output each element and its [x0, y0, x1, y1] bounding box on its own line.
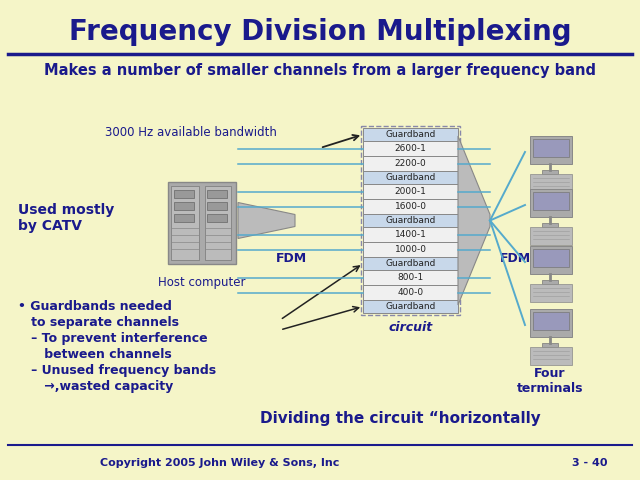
Text: circuit: circuit — [388, 321, 433, 334]
Bar — [363, 300, 458, 313]
Bar — [207, 190, 227, 198]
Bar — [530, 347, 572, 365]
Text: Four
terminals: Four terminals — [516, 367, 583, 395]
Bar — [363, 214, 458, 227]
Text: 2600-1: 2600-1 — [395, 144, 426, 153]
Text: Guardband: Guardband — [385, 130, 436, 139]
Bar — [363, 128, 458, 141]
Bar — [363, 141, 458, 156]
Bar — [533, 249, 569, 267]
Bar — [363, 242, 458, 257]
Bar — [542, 223, 558, 227]
Polygon shape — [238, 203, 295, 239]
Text: • Guardbands needed: • Guardbands needed — [18, 300, 172, 313]
Text: between channels: between channels — [18, 348, 172, 361]
Bar — [530, 309, 572, 337]
Bar — [533, 312, 569, 330]
Text: to separate channels: to separate channels — [18, 316, 179, 329]
Text: – Unused frequency bands: – Unused frequency bands — [18, 364, 216, 377]
Bar — [363, 199, 458, 214]
Bar — [363, 184, 458, 199]
Text: Guardband: Guardband — [385, 173, 436, 182]
Bar — [174, 190, 194, 198]
Bar — [530, 136, 572, 164]
Bar — [168, 182, 236, 264]
Text: Guardband: Guardband — [385, 216, 436, 225]
Bar — [533, 139, 569, 157]
Text: Guardband: Guardband — [385, 259, 436, 268]
Bar — [530, 227, 572, 245]
Text: FDM: FDM — [500, 252, 531, 265]
Bar — [542, 170, 558, 174]
Bar — [174, 214, 194, 222]
Text: 1600-0: 1600-0 — [394, 202, 426, 211]
Bar — [363, 171, 458, 184]
Bar — [533, 192, 569, 210]
Bar — [542, 343, 558, 347]
Text: Used mostly
by CATV: Used mostly by CATV — [18, 203, 115, 233]
Bar — [530, 174, 572, 192]
Text: Copyright 2005 John Wiley & Sons, Inc: Copyright 2005 John Wiley & Sons, Inc — [100, 458, 340, 468]
Text: 400-0: 400-0 — [397, 288, 424, 297]
Text: 3 - 40: 3 - 40 — [572, 458, 608, 468]
Text: Makes a number of smaller channels from a larger frequency band: Makes a number of smaller channels from … — [44, 62, 596, 77]
Text: Dividing the circuit “horizontally: Dividing the circuit “horizontally — [260, 410, 540, 425]
Bar — [207, 202, 227, 210]
Bar — [363, 257, 458, 270]
Text: Host computer: Host computer — [158, 276, 246, 289]
Text: 800-1: 800-1 — [397, 273, 424, 282]
Bar — [171, 186, 199, 260]
Bar — [363, 227, 458, 242]
Text: →,wasted capacity: →,wasted capacity — [18, 380, 173, 393]
Polygon shape — [458, 136, 490, 305]
Bar — [530, 284, 572, 302]
Bar — [542, 280, 558, 284]
Text: 1000-0: 1000-0 — [394, 245, 426, 254]
Bar — [363, 285, 458, 300]
Text: 1400-1: 1400-1 — [395, 230, 426, 239]
Bar — [530, 189, 572, 217]
Bar — [363, 156, 458, 171]
Text: – To prevent interference: – To prevent interference — [18, 332, 207, 345]
Bar — [205, 186, 231, 260]
Text: 3000 Hz available bandwidth: 3000 Hz available bandwidth — [105, 127, 277, 140]
Text: FDM: FDM — [275, 252, 307, 265]
Text: Guardband: Guardband — [385, 302, 436, 311]
Text: 2200-0: 2200-0 — [395, 159, 426, 168]
Bar — [174, 202, 194, 210]
Bar — [530, 246, 572, 274]
Text: Frequency Division Multiplexing: Frequency Division Multiplexing — [68, 18, 572, 46]
Bar — [363, 270, 458, 285]
Bar — [207, 214, 227, 222]
Text: 2000-1: 2000-1 — [395, 187, 426, 196]
Bar — [361, 126, 460, 315]
